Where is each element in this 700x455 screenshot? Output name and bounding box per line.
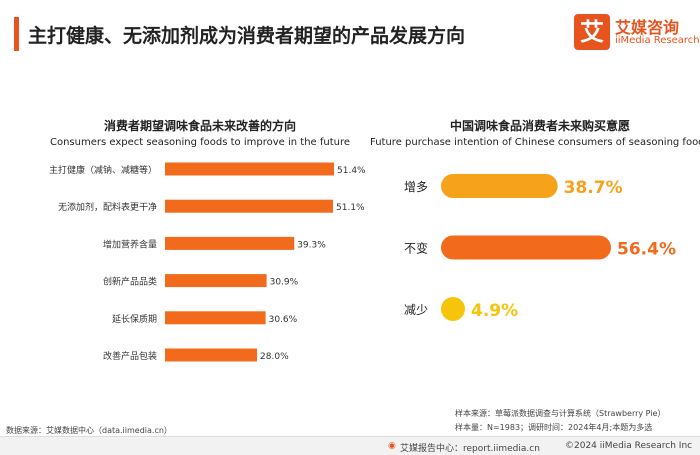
page-title: 主打健康、无添加剂成为消费者期望的产品发展方向 <box>28 25 466 47</box>
left-value-label: 51.1% <box>336 203 365 213</box>
right-value-label: 56.4% <box>617 240 676 260</box>
left-bar <box>165 274 267 288</box>
left-value-label: 51.4% <box>337 166 366 176</box>
left-bar <box>165 199 334 213</box>
title-accent-bar <box>14 17 19 51</box>
right-chart-subtitle: Future purchase intention of Chinese con… <box>370 137 700 148</box>
footer-bar: ◉ 艾媒报告中心：report.iimedia.cn ©2024 iiMedia… <box>0 437 700 455</box>
logo-name-cn: 艾媒咨询 <box>615 18 680 37</box>
right-value-label: 38.7% <box>564 178 623 198</box>
report-center: 艾媒报告中心：report.iimedia.cn <box>400 444 540 454</box>
left-category-label: 无添加剂，配料表更干净 <box>58 201 157 213</box>
report-icon: ◉ <box>388 441 396 451</box>
left-value-label: 39.3% <box>297 240 326 250</box>
left-bar <box>165 311 266 325</box>
iimedia-logo: 艾 艾媒咨询 iiMedia Research <box>574 14 700 58</box>
right-bar <box>441 235 611 260</box>
right-value-label: 4.9% <box>471 301 518 321</box>
left-value-label: 30.9% <box>270 278 299 288</box>
copyright: ©2024 iiMedia Research Inc <box>565 441 693 451</box>
right-chart-title: 中国调味食品消费者未来购买意愿 <box>449 119 630 133</box>
left-bar <box>165 236 295 250</box>
right-category-label: 增多 <box>404 180 428 194</box>
logo-mark: 艾 <box>574 14 610 50</box>
left-category-label: 增加营养含量 <box>103 238 157 250</box>
right-category-label: 不变 <box>404 241 428 256</box>
footer-divider <box>0 436 700 437</box>
data-source: 数据来源：艾媒数据中心（data.iimedia.cn） <box>6 426 172 435</box>
left-category-label: 主打健康（减钠、减糖等） <box>49 164 157 176</box>
left-value-label: 28.0% <box>260 352 289 362</box>
left-chart-subtitle: Consumers expect seasoning foods to impr… <box>49 137 351 148</box>
right-bar <box>441 297 465 321</box>
right-category-label: 减少 <box>404 303 428 317</box>
left-bar <box>165 348 258 362</box>
left-value-label: 30.6% <box>269 315 298 325</box>
left-category-label: 改善产品包装 <box>103 350 157 362</box>
sample-info: 样本量：N=1983；调研时间：2024年4月;本题为多选 <box>455 423 653 432</box>
right-bar <box>441 174 558 198</box>
left-bar <box>165 162 334 176</box>
left-category-label: 创新产品品类 <box>103 276 157 288</box>
sample-source: 样本来源：草莓派数据调查与计算系统（Strawberry Pie） <box>455 409 666 418</box>
logo-name-en: iiMedia Research <box>615 35 700 46</box>
left-category-label: 延长保质期 <box>112 313 157 325</box>
left-chart-title: 消费者期望调味食品未来改善的方向 <box>103 119 296 133</box>
